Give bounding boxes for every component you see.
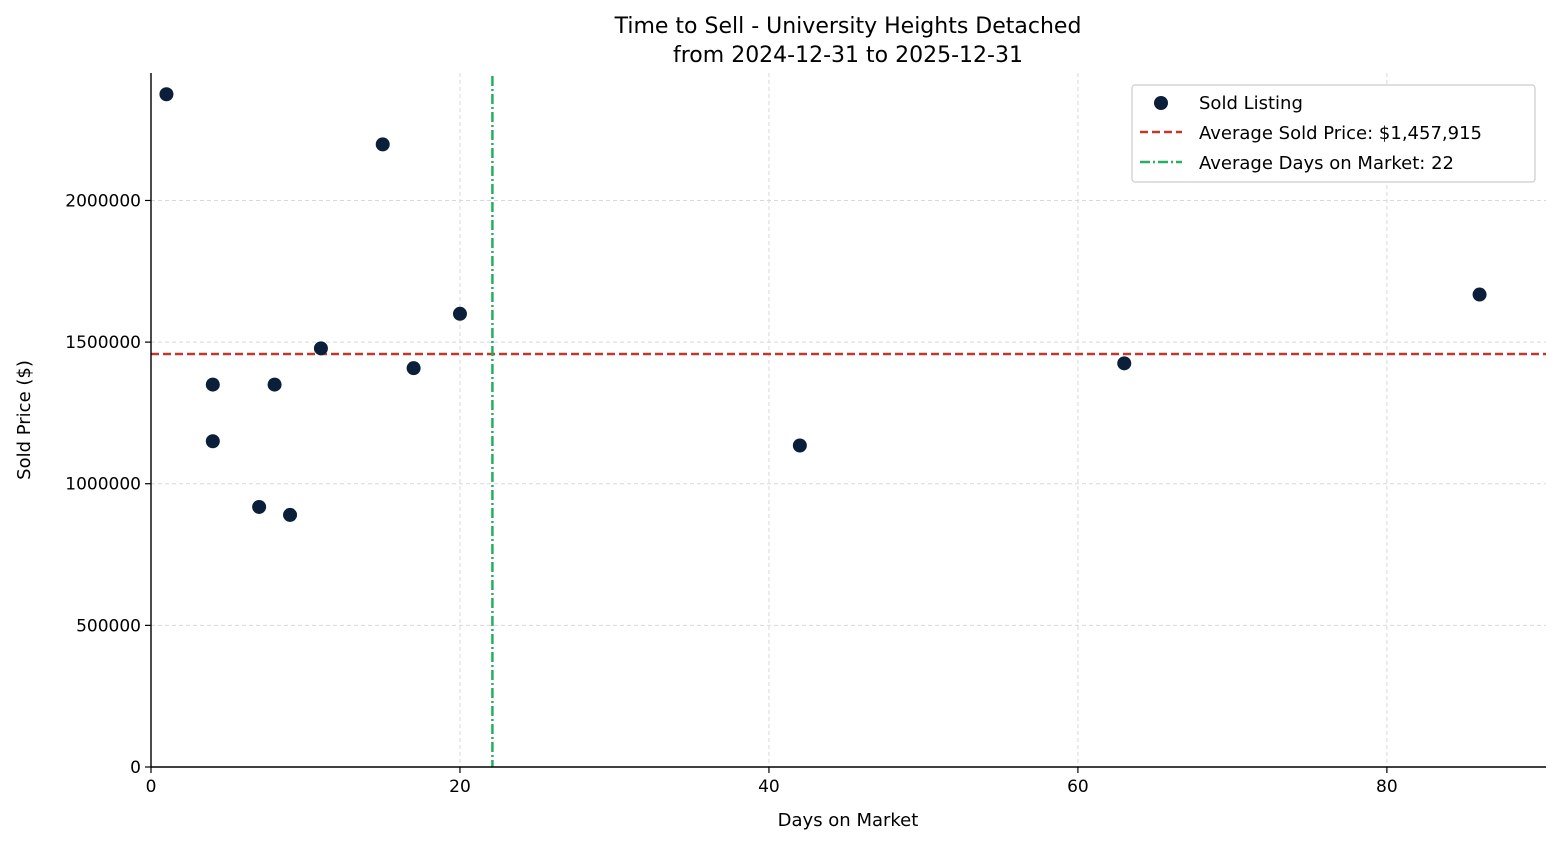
legend-label-sold-listing: Sold Listing (1199, 93, 1303, 114)
data-point (406, 361, 421, 376)
grid-layer (151, 73, 1546, 767)
data-point (205, 377, 220, 392)
y-ticks: 0 500000 1000000 1500000 2000000 (65, 191, 151, 778)
y-tick-label: 2000000 (65, 191, 141, 211)
x-tick-label: 80 (1376, 777, 1398, 797)
reference-lines-layer (151, 76, 1546, 767)
data-point (313, 341, 328, 356)
x-ticks: 0 20 40 60 80 (146, 767, 1398, 797)
data-point (452, 306, 467, 321)
data-points-layer (159, 87, 1487, 522)
data-point (252, 499, 267, 514)
y-tick-label: 1500000 (65, 333, 141, 353)
y-tick-label: 500000 (76, 616, 141, 636)
legend-marker-sold-listing (1154, 96, 1168, 110)
legend: Sold Listing Average Sold Price: $1,457,… (1131, 84, 1536, 183)
x-axis-label: Days on Market (778, 810, 919, 831)
x-tick-label: 60 (1067, 777, 1089, 797)
data-point (159, 87, 174, 102)
x-tick-label: 0 (146, 777, 157, 797)
data-point (283, 507, 298, 522)
legend-label-avg-price: Average Sold Price: $1,457,915 (1199, 123, 1482, 144)
chart-subtitle: from 2024-12-31 to 2025-12-31 (673, 43, 1023, 68)
data-point (267, 377, 282, 392)
chart-title: Time to Sell - University Heights Detach… (614, 14, 1082, 39)
data-point (375, 137, 390, 152)
data-point (792, 438, 807, 453)
data-point (1117, 356, 1132, 371)
y-axis-label: Sold Price ($) (14, 360, 35, 480)
data-point (1472, 287, 1487, 302)
x-tick-label: 20 (449, 777, 471, 797)
x-tick-label: 40 (758, 777, 780, 797)
y-tick-label: 0 (130, 758, 141, 778)
legend-label-avg-days: Average Days on Market: 22 (1199, 153, 1454, 174)
legend-box (1131, 84, 1536, 183)
y-tick-label: 1000000 (65, 475, 141, 495)
data-point (205, 434, 220, 449)
